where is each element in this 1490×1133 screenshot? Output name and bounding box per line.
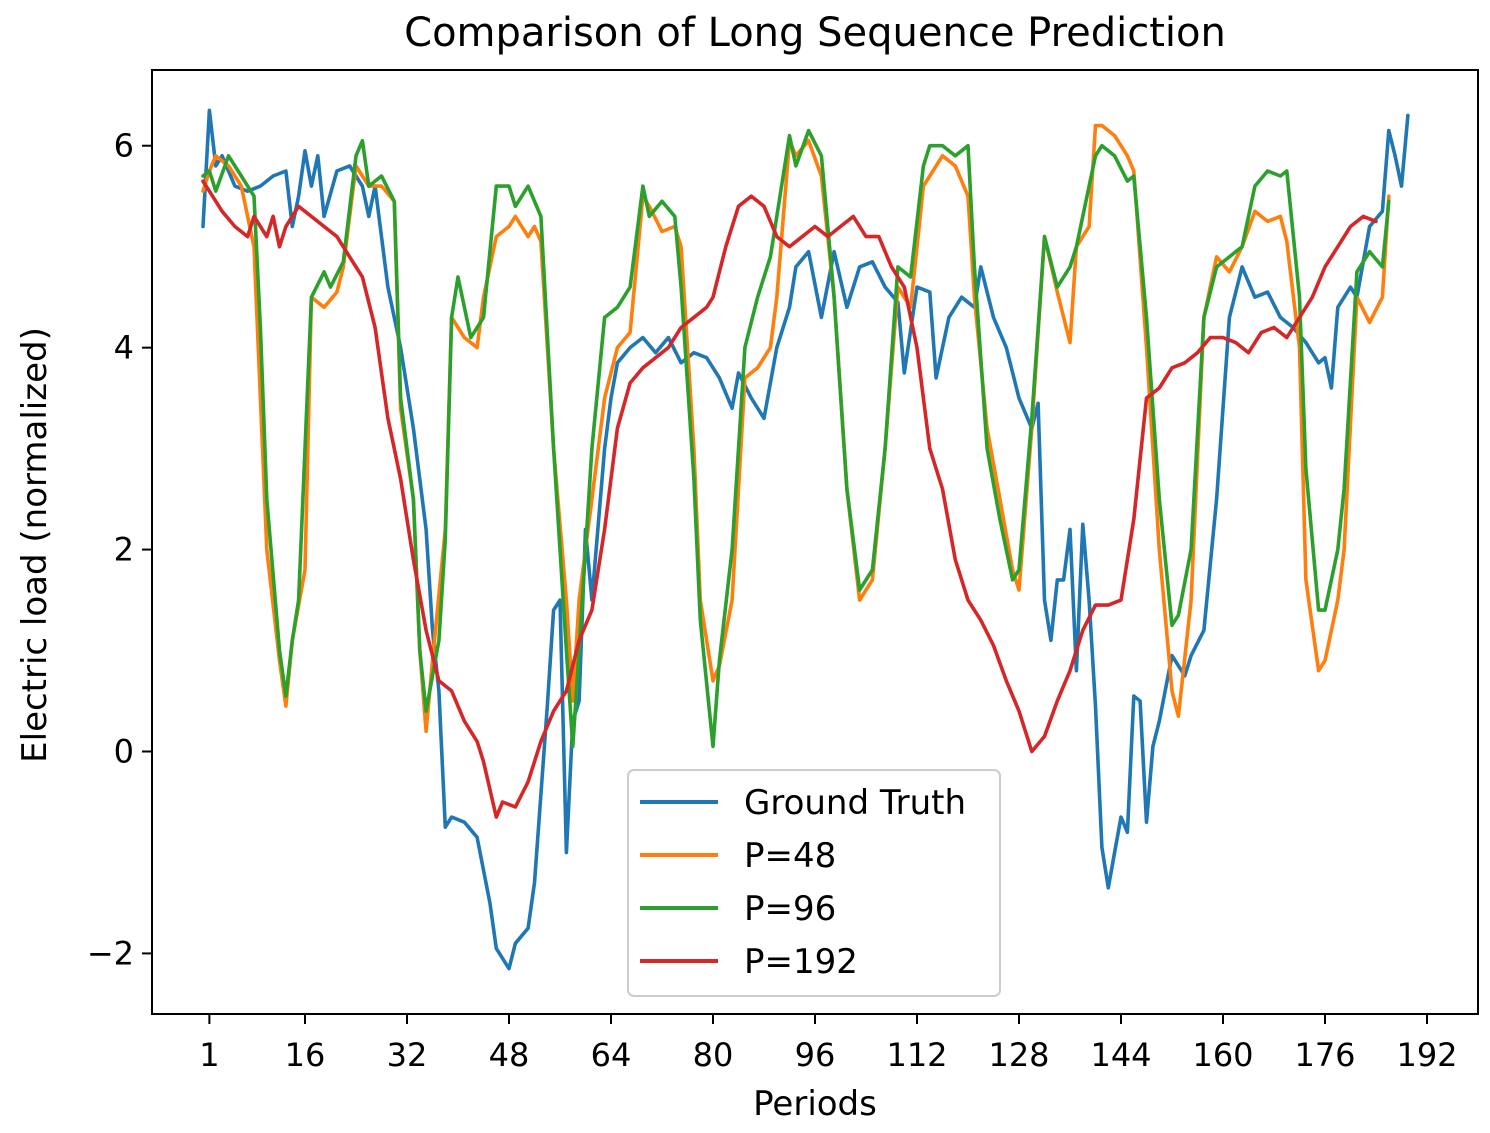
ticks-layer: 1 16 32 48 64 80 96 112 128 144 160 176 192 −2 0 2 4 6 bbox=[87, 127, 1458, 1074]
legend-label-0: Ground Truth bbox=[744, 783, 966, 823]
series-line-3 bbox=[201, 179, 1378, 819]
x-tick-label: 1 bbox=[199, 1036, 219, 1074]
y-tick-label: 4 bbox=[114, 329, 134, 367]
x-tick-label: 176 bbox=[1294, 1036, 1355, 1074]
x-tick-label: 64 bbox=[591, 1036, 632, 1074]
x-tick-label: 16 bbox=[285, 1036, 326, 1074]
plot-frame bbox=[151, 69, 1479, 1015]
legend-label-1: P=48 bbox=[744, 836, 836, 876]
series-line-1 bbox=[201, 123, 1391, 734]
legend: Ground Truth P=48 P=96 P=192 bbox=[627, 769, 1001, 997]
x-tick-label: 128 bbox=[988, 1036, 1049, 1074]
x-tick-label: 144 bbox=[1090, 1036, 1151, 1074]
x-tick-label: 80 bbox=[693, 1036, 734, 1074]
x-tick-label: 48 bbox=[489, 1036, 530, 1074]
y-tick-label: 6 bbox=[114, 127, 134, 165]
x-axis-label: Periods bbox=[753, 1084, 877, 1124]
x-tick-label: 192 bbox=[1396, 1036, 1457, 1074]
y-tick-label: −2 bbox=[87, 934, 134, 972]
x-tick-label: 160 bbox=[1192, 1036, 1253, 1074]
chart-title: Comparison of Long Sequence Prediction bbox=[404, 10, 1226, 56]
legend-box bbox=[627, 769, 1001, 997]
x-tick-label: 112 bbox=[886, 1036, 947, 1074]
y-axis-label: Electric load (normalized) bbox=[15, 327, 55, 763]
series-line-2 bbox=[201, 128, 1391, 749]
y-tick-label: 0 bbox=[114, 732, 134, 770]
y-tick-label: 2 bbox=[114, 531, 134, 569]
x-tick-label: 32 bbox=[387, 1036, 428, 1074]
legend-label-3: P=192 bbox=[744, 942, 858, 982]
legend-label-2: P=96 bbox=[744, 889, 836, 929]
x-tick-label: 96 bbox=[795, 1036, 836, 1074]
series-layer bbox=[201, 108, 1410, 971]
